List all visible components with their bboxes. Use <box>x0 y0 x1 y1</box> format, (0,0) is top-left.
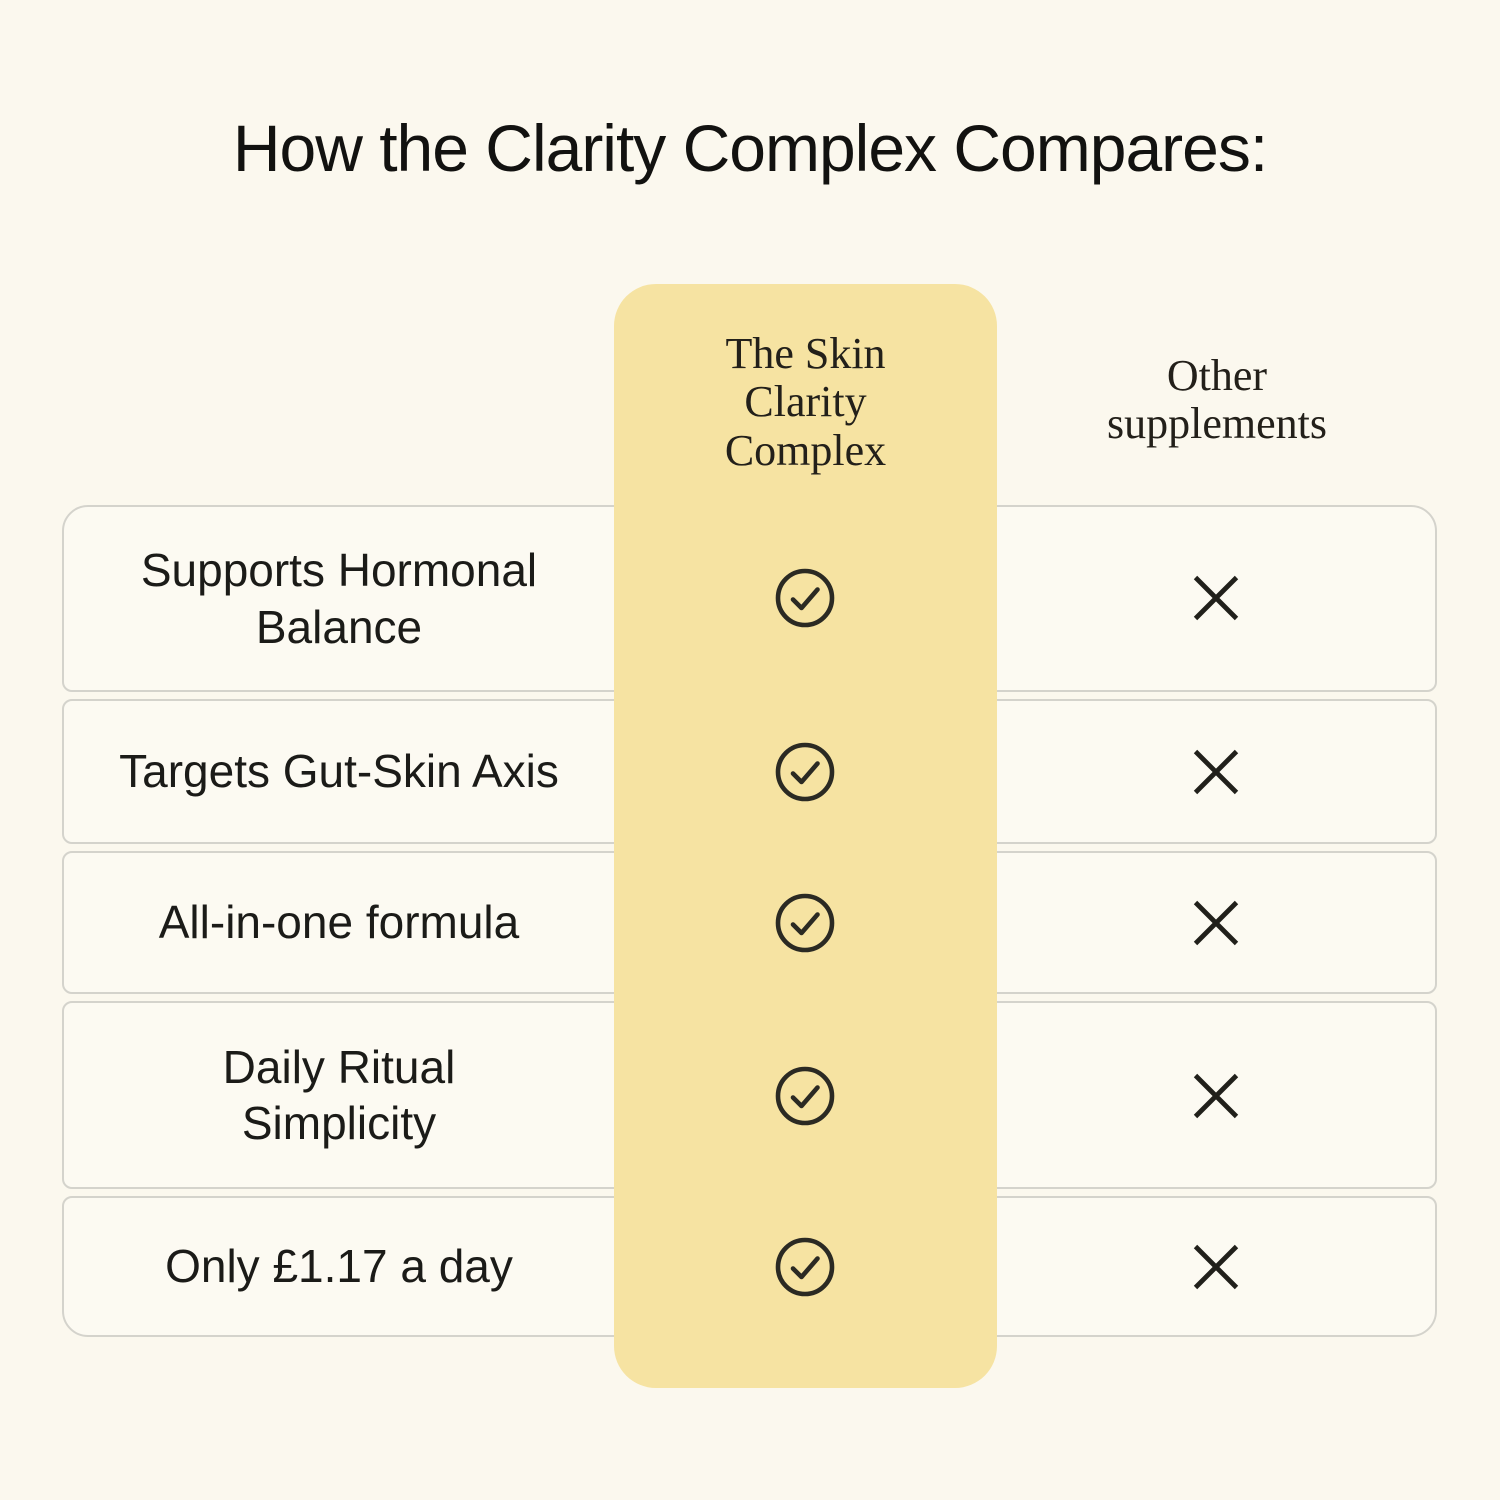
column-header-product: The Skin Clarity Complex <box>724 329 887 475</box>
row-label: Daily Ritual Simplicity <box>222 1040 456 1149</box>
page-title: How the Clarity Complex Compares: <box>232 111 1268 185</box>
row-label: All-in-one formula <box>158 896 520 949</box>
row-label: Supports Hormonal Balance <box>140 544 538 653</box>
column-header-other: Other supplements <box>1107 351 1327 449</box>
highlight-column: The Skin Clarity Complex <box>614 284 997 1388</box>
row-label: Targets Gut-Skin Axis <box>119 745 559 798</box>
row-label: Only £1.17 a day <box>165 1240 513 1293</box>
